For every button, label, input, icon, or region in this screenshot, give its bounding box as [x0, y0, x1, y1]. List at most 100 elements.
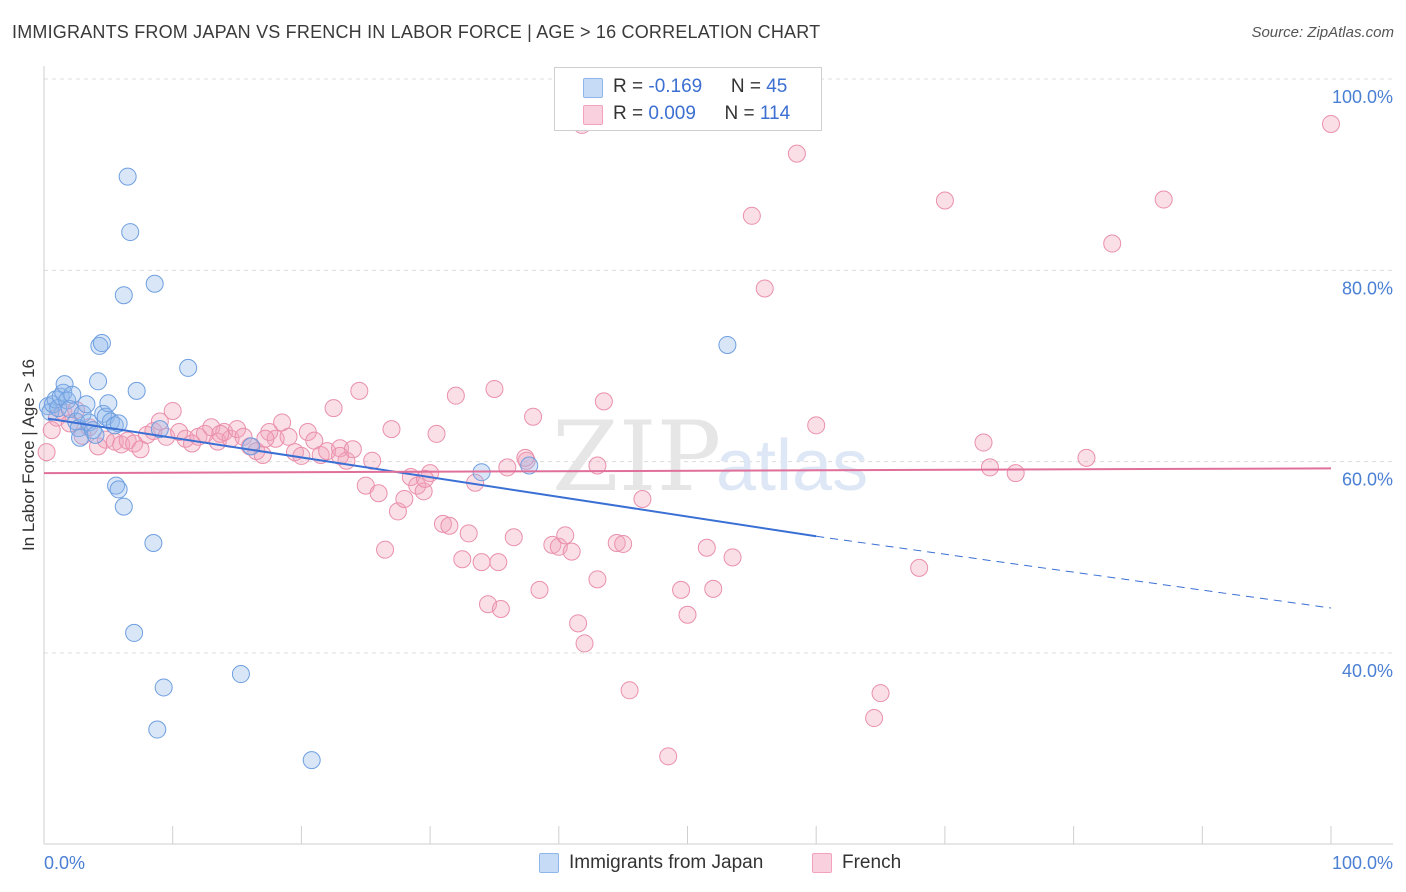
- french-point: [620, 681, 639, 700]
- french-point: [556, 526, 575, 545]
- french-point: [517, 451, 536, 470]
- japan-point: [127, 381, 146, 400]
- french-point: [440, 516, 459, 535]
- french-point: [472, 553, 491, 572]
- french-point: [279, 427, 298, 446]
- french-point: [170, 423, 189, 442]
- japan-point: [109, 414, 128, 433]
- french-point: [427, 424, 446, 443]
- y-tick-label: 60.0%: [1342, 470, 1393, 490]
- french-point: [588, 570, 607, 589]
- french-point: [489, 553, 508, 572]
- french-point: [633, 489, 652, 508]
- french-point: [614, 534, 633, 553]
- japan-point: [718, 335, 737, 354]
- french-point: [163, 401, 182, 420]
- french-point: [350, 381, 369, 400]
- french-point: [256, 429, 275, 448]
- watermark-atlas: atlas: [716, 426, 868, 506]
- japan-point: [114, 497, 133, 516]
- x-tick-label-max: 100.0%: [1332, 853, 1393, 873]
- japan-point: [109, 480, 128, 499]
- french-point: [228, 420, 247, 439]
- japan-point: [302, 751, 321, 770]
- french-point: [331, 446, 350, 465]
- french-point: [376, 540, 395, 559]
- french-point: [588, 456, 607, 475]
- japan-point: [89, 372, 108, 391]
- x-tick-label-min: 0.0%: [44, 853, 85, 873]
- legend-r-value: -0.169: [648, 76, 703, 97]
- french-point: [659, 747, 678, 766]
- french-trend-line: [43, 467, 1332, 475]
- french-point: [1154, 190, 1173, 209]
- japan-point: [179, 358, 198, 377]
- japan-point: [77, 395, 96, 414]
- french-point: [569, 614, 588, 633]
- french-point: [562, 542, 581, 561]
- stats-legend: R = -0.169 N = 45 R = 0.009 N = 114: [554, 67, 822, 131]
- french-point: [910, 558, 929, 577]
- japan-point: [118, 167, 137, 186]
- french-point: [871, 684, 890, 703]
- japan-point: [520, 456, 539, 475]
- french-point: [459, 524, 478, 543]
- french-point: [382, 420, 401, 439]
- french-point: [395, 489, 414, 508]
- japan-trend-extension: [816, 535, 1332, 609]
- french-point: [89, 437, 108, 456]
- legend-n-label: N =: [724, 103, 760, 124]
- y-tick-label: 80.0%: [1342, 278, 1393, 298]
- french-point: [1006, 464, 1025, 483]
- legend-r-label: R =: [613, 76, 649, 97]
- y-tick-label: 40.0%: [1342, 661, 1393, 681]
- japan-point: [63, 385, 82, 404]
- french-point: [1322, 114, 1340, 133]
- french-point: [150, 412, 169, 431]
- japan-point: [144, 533, 163, 552]
- japan-point: [150, 420, 169, 439]
- bottom-legend-swatch-french: [812, 853, 832, 873]
- french-point: [524, 407, 543, 426]
- french-point: [211, 424, 230, 443]
- french-point: [742, 206, 761, 225]
- legend-swatch-japan: [583, 78, 603, 98]
- grid-lines: [44, 78, 1393, 654]
- axes: [43, 66, 1393, 845]
- legend-r-label: R =: [613, 103, 649, 124]
- french-point: [755, 279, 774, 298]
- legend-row-japan: R = -0.169 N = 45: [555, 75, 821, 101]
- french-point: [704, 579, 723, 598]
- french-point: [678, 605, 697, 624]
- y-tick-label: 100.0%: [1332, 87, 1393, 107]
- french-point: [453, 550, 472, 569]
- french-point: [498, 458, 517, 477]
- source-label: Source: ZipAtlas.com: [1251, 24, 1394, 41]
- french-point: [980, 458, 999, 477]
- french-point: [491, 599, 510, 618]
- french-point: [504, 528, 523, 547]
- legend-row-french: R = 0.009 N = 114: [555, 102, 821, 128]
- y-tick-labels: 40.0% 60.0% 80.0% 100.0%: [1332, 87, 1393, 681]
- french-point: [324, 399, 343, 418]
- watermark: ZIP atlas: [552, 401, 868, 513]
- japan-point: [231, 665, 250, 684]
- french-point: [485, 379, 504, 398]
- french-point: [530, 580, 549, 599]
- french-point: [446, 386, 465, 405]
- legend-r-value: 0.009: [648, 103, 696, 124]
- bottom-legend-swatch-japan: [539, 853, 559, 873]
- japan-point: [90, 336, 109, 355]
- japan-trend-line: [47, 417, 817, 538]
- legend-n-label: N =: [730, 76, 767, 97]
- y-axis-label: In Labor Force | Age > 16: [19, 359, 38, 551]
- french-point: [1103, 234, 1122, 253]
- japan-point: [242, 437, 261, 456]
- legend-n-value: 114: [759, 103, 791, 124]
- japan-point: [154, 678, 173, 697]
- french-point: [575, 634, 594, 653]
- bottom-legend-label-japan: Immigrants from Japan: [569, 852, 764, 873]
- french-point: [607, 533, 626, 552]
- french-point: [807, 416, 826, 435]
